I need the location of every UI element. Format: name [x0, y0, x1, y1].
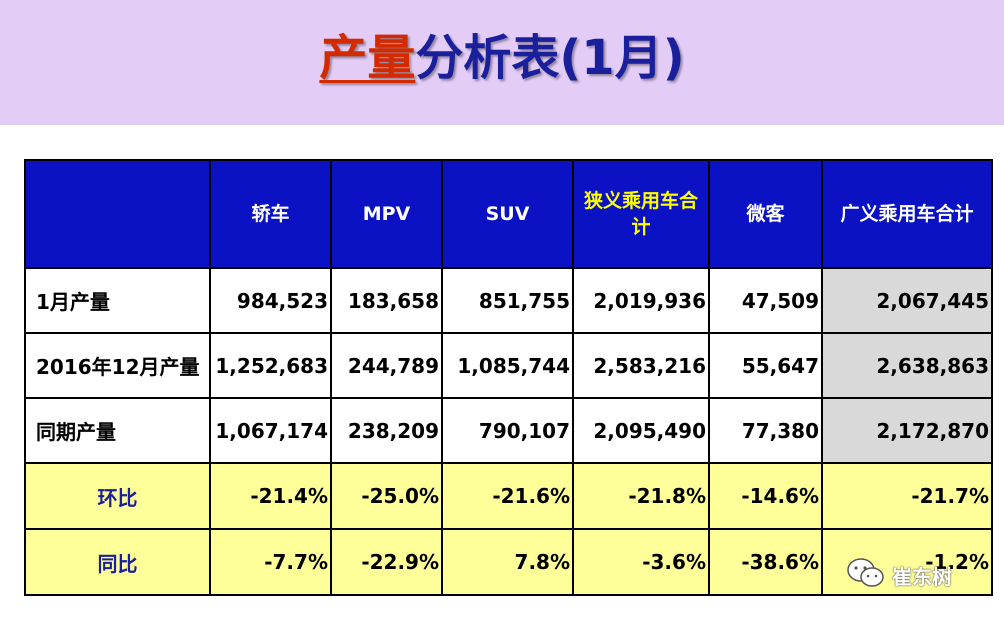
watermark: 崔东树 — [846, 557, 952, 594]
header-cell-corner — [24, 159, 211, 269]
header-cell-broad-total: 广义乘用车合计 — [821, 159, 993, 269]
table-cell-total: 2,638,863 — [821, 332, 993, 399]
header-cell-narrow-total: 狭义乘用车合计 — [572, 159, 710, 269]
watermark-text: 崔东树 — [892, 565, 952, 589]
ratio-cell: -21.7% — [821, 462, 993, 530]
ratio-cell: -22.9% — [330, 528, 443, 596]
row-label: 同期产量 — [24, 397, 211, 464]
ratio-cell: -38.6% — [708, 528, 823, 596]
table-cell: 47,509 — [708, 267, 823, 334]
ratio-cell: -3.6% — [572, 528, 710, 596]
ratio-cell: -21.6% — [441, 462, 574, 530]
row-label: 同比 — [24, 528, 211, 596]
table-cell: 2,095,490 — [572, 397, 710, 464]
header-row: 轿车 MPV SUV 狭义乘用车合计 微客 广义乘用车合计 — [24, 159, 993, 269]
table-cell-total: 2,067,445 — [821, 267, 993, 334]
ratio-cell: -21.8% — [572, 462, 710, 530]
table-cell: 77,380 — [708, 397, 823, 464]
table-cell: 851,755 — [441, 267, 574, 334]
row-label: 1月产量 — [24, 267, 211, 334]
ratio-cell: -14.6% — [708, 462, 823, 530]
production-table: 轿车 MPV SUV 狭义乘用车合计 微客 广义乘用车合计 1月产量 984,5… — [24, 159, 993, 596]
row-label: 2016年12月产量 — [24, 332, 211, 399]
table-cell: 1,067,174 — [209, 397, 332, 464]
table-cell: 55,647 — [708, 332, 823, 399]
page-title: 产量分析表(1月) — [0, 28, 1004, 88]
table-cell: 244,789 — [330, 332, 443, 399]
table-cell: 1,085,744 — [441, 332, 574, 399]
table-cell: 238,209 — [330, 397, 443, 464]
wechat-icon — [846, 557, 886, 594]
header-cell-mpv: MPV — [330, 159, 443, 269]
table-cell: 183,658 — [330, 267, 443, 334]
header-cell-sedan: 轿车 — [209, 159, 332, 269]
title-rest: 分析表(1月) — [415, 30, 685, 86]
ratio-cell: -1.2% — [821, 528, 993, 596]
row-label: 环比 — [24, 462, 211, 530]
table-cell: 790,107 — [441, 397, 574, 464]
table-cell: 1,252,683 — [209, 332, 332, 399]
ratio-cell: -25.0% — [330, 462, 443, 530]
table-cell: 984,523 — [209, 267, 332, 334]
ratio-cell: -7.7% — [209, 528, 332, 596]
ratio-row-yoy: 同比 -7.7% -22.9% 7.8% -3.6% -38.6% -1.2% — [24, 528, 993, 596]
title-banner — [0, 0, 1004, 125]
ratio-cell: -21.4% — [209, 462, 332, 530]
header-cell-suv: SUV — [441, 159, 574, 269]
table-row: 2016年12月产量 1,252,683 244,789 1,085,744 2… — [24, 332, 993, 399]
table-cell: 2,583,216 — [572, 332, 710, 399]
table-row: 1月产量 984,523 183,658 851,755 2,019,936 4… — [24, 267, 993, 334]
title-highlight: 产量 — [319, 30, 416, 86]
table-cell: 2,019,936 — [572, 267, 710, 334]
header-cell-minivan: 微客 — [708, 159, 823, 269]
table-row: 同期产量 1,067,174 238,209 790,107 2,095,490… — [24, 397, 993, 464]
ratio-cell: 7.8% — [441, 528, 574, 596]
ratio-row-mom: 环比 -21.4% -25.0% -21.6% -21.8% -14.6% -2… — [24, 462, 993, 530]
table-cell-total: 2,172,870 — [821, 397, 993, 464]
